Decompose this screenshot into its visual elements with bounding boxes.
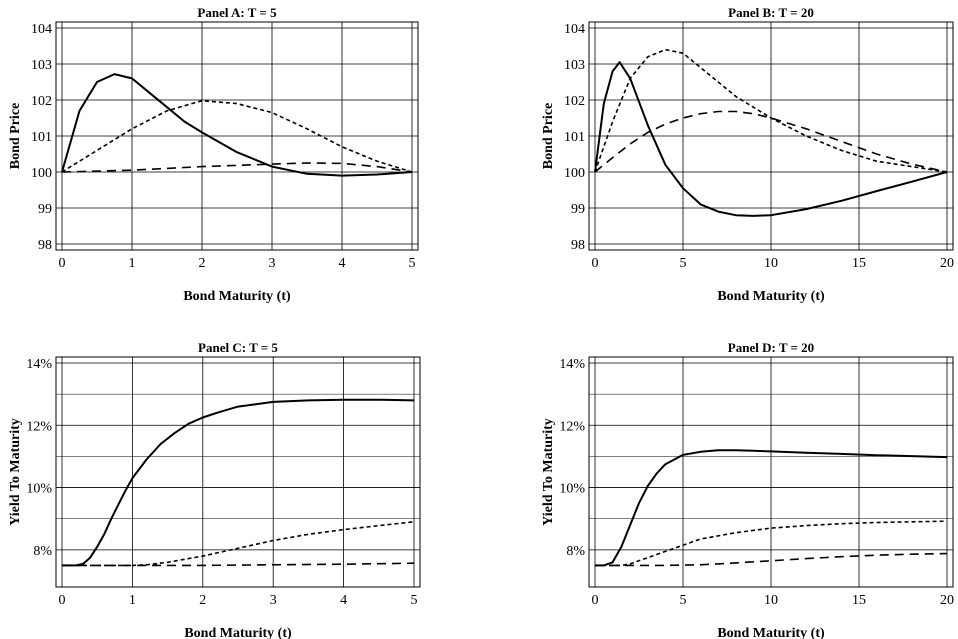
y-tick-label: 101 — [31, 130, 52, 145]
y-tick-label: 100 — [564, 166, 585, 181]
panel-c: 0 1 2 3 4 5 8% 10% 12% 14% Panel C: T = 5 Bond Matu… — [8, 340, 421, 639]
series-line-dashed — [61, 162, 413, 173]
y-tick-label: 104 — [564, 22, 585, 37]
panel-b: 0 5 10 15 20 98 99 100 101 102 103 104 Panel B: T = … — [541, 5, 954, 304]
x-tick-label: 1 — [129, 593, 136, 608]
panel-title: Panel B: T = 20 — [728, 5, 814, 20]
y-tick-label: 104 — [31, 22, 52, 37]
panel-d: 0 5 10 15 20 8% 10% 12% 14% Panel D: T = 20 Bond M… — [541, 340, 954, 639]
y-tick-label: 98 — [571, 238, 585, 253]
y-tick-label: 100 — [31, 166, 52, 181]
y-tick-label: 99 — [571, 202, 585, 217]
x-tick-label: 0 — [59, 256, 66, 271]
y-tick-label: 10% — [26, 482, 52, 497]
series-line-dotted — [62, 521, 415, 567]
x-axis-label: Bond Maturity (t) — [717, 289, 825, 304]
y-axis-label: Bond Price — [541, 103, 556, 170]
y-tick-label: 102 — [564, 94, 585, 109]
y-axis-label: Yield To Maturity — [541, 418, 556, 526]
x-tick-label: 20 — [940, 593, 954, 608]
x-axis-label: Bond Maturity (t) — [717, 626, 825, 639]
series-line-solid — [594, 61, 948, 217]
series-line-dotted — [595, 520, 948, 567]
x-axis-label: Bond Maturity (t) — [183, 289, 291, 304]
x-tick-label: 10 — [764, 593, 778, 608]
x-axis-label: Bond Maturity (t) — [184, 626, 292, 639]
y-tick-label: 12% — [26, 419, 52, 434]
series-line-dashed — [62, 562, 415, 567]
y-tick-label: 99 — [38, 202, 52, 217]
series-line-dashed — [595, 552, 948, 567]
x-tick-label: 3 — [270, 593, 277, 608]
y-axis-label: Bond Price — [8, 103, 23, 170]
x-tick-label: 4 — [340, 593, 347, 608]
y-tick-label: 98 — [38, 238, 52, 253]
x-tick-label: 4 — [339, 256, 346, 271]
series-line-dashed — [594, 110, 948, 173]
series-line-solid — [61, 73, 413, 177]
x-tick-label: 5 — [409, 256, 416, 271]
x-tick-label: 1 — [129, 256, 136, 271]
x-tick-label: 5 — [411, 593, 418, 608]
x-tick-label: 10 — [764, 256, 778, 271]
y-tick-label: 102 — [31, 94, 52, 109]
y-tick-label: 12% — [559, 419, 585, 434]
series-line-solid — [62, 398, 415, 567]
x-tick-label: 2 — [199, 256, 206, 271]
y-tick-label: 101 — [564, 130, 585, 145]
x-tick-label: 3 — [269, 256, 276, 271]
x-tick-label: 5 — [680, 256, 687, 271]
series-line-dotted — [594, 48, 948, 173]
x-tick-label: 15 — [852, 256, 866, 271]
y-tick-label: 14% — [26, 357, 52, 372]
plot-frame — [55, 356, 421, 588]
x-tick-label: 2 — [199, 593, 206, 608]
y-tick-label: 8% — [566, 544, 585, 559]
y-tick-label: 103 — [564, 58, 585, 73]
y-tick-label: 10% — [559, 482, 585, 497]
y-axis-label: Yield To Maturity — [8, 418, 23, 526]
panel-title: Panel C: T = 5 — [198, 340, 278, 355]
panel-title: Panel A: T = 5 — [197, 5, 277, 20]
x-tick-label: 0 — [592, 593, 599, 608]
panel-a: 0 1 2 3 4 5 98 99 100 101 102 103 104 Panel A: T = 5 B… — [8, 5, 419, 304]
y-tick-label: 8% — [33, 544, 52, 559]
x-tick-label: 20 — [940, 256, 954, 271]
x-tick-label: 15 — [852, 593, 866, 608]
y-tick-label: 103 — [31, 58, 52, 73]
y-tick-label: 14% — [559, 357, 585, 372]
panel-title: Panel D: T = 20 — [728, 340, 814, 355]
series-line-solid — [595, 449, 948, 567]
x-tick-label: 0 — [592, 256, 599, 271]
x-tick-label: 0 — [59, 593, 66, 608]
x-tick-label: 5 — [680, 593, 687, 608]
